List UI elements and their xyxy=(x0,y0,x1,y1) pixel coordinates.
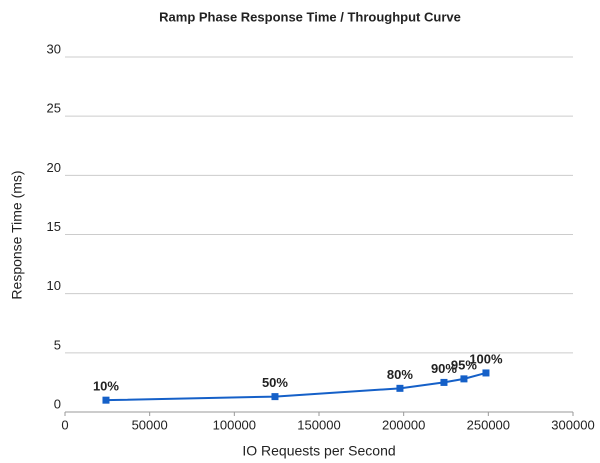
point-label: 50% xyxy=(262,375,288,390)
x-tick-label: 250000 xyxy=(467,417,510,432)
point-label: 100% xyxy=(469,351,503,366)
y-tick-label: 10 xyxy=(47,278,61,293)
x-tick-label: 0 xyxy=(61,417,68,432)
point-label: 95% xyxy=(451,357,477,372)
y-tick-label: 25 xyxy=(47,101,61,116)
point-label: 10% xyxy=(93,379,119,394)
y-tick-label: 20 xyxy=(47,160,61,175)
marker xyxy=(271,393,279,401)
x-tick-label: 300000 xyxy=(551,417,594,432)
marker xyxy=(440,378,448,386)
marker xyxy=(482,369,490,377)
point-label: 80% xyxy=(387,367,413,382)
x-tick-label: 150000 xyxy=(297,417,340,432)
y-tick-label: 0 xyxy=(54,396,61,411)
point-label: 90% xyxy=(431,361,457,376)
chart-title: Ramp Phase Response Time / Throughput Cu… xyxy=(159,9,461,24)
line xyxy=(105,371,487,402)
x-tick-label: 200000 xyxy=(382,417,425,432)
x-tick-label: 50000 xyxy=(132,417,168,432)
y-tick-label: 15 xyxy=(47,219,61,234)
y-axis-title: Response Time (ms) xyxy=(9,170,25,299)
marker xyxy=(396,384,404,392)
x-axis-title: IO Requests per Second xyxy=(242,443,395,459)
x-tick-label: 100000 xyxy=(213,417,256,432)
marker xyxy=(460,375,468,383)
y-tick-label: 30 xyxy=(47,41,61,56)
y-tick-label: 5 xyxy=(54,337,61,352)
marker xyxy=(102,396,110,404)
